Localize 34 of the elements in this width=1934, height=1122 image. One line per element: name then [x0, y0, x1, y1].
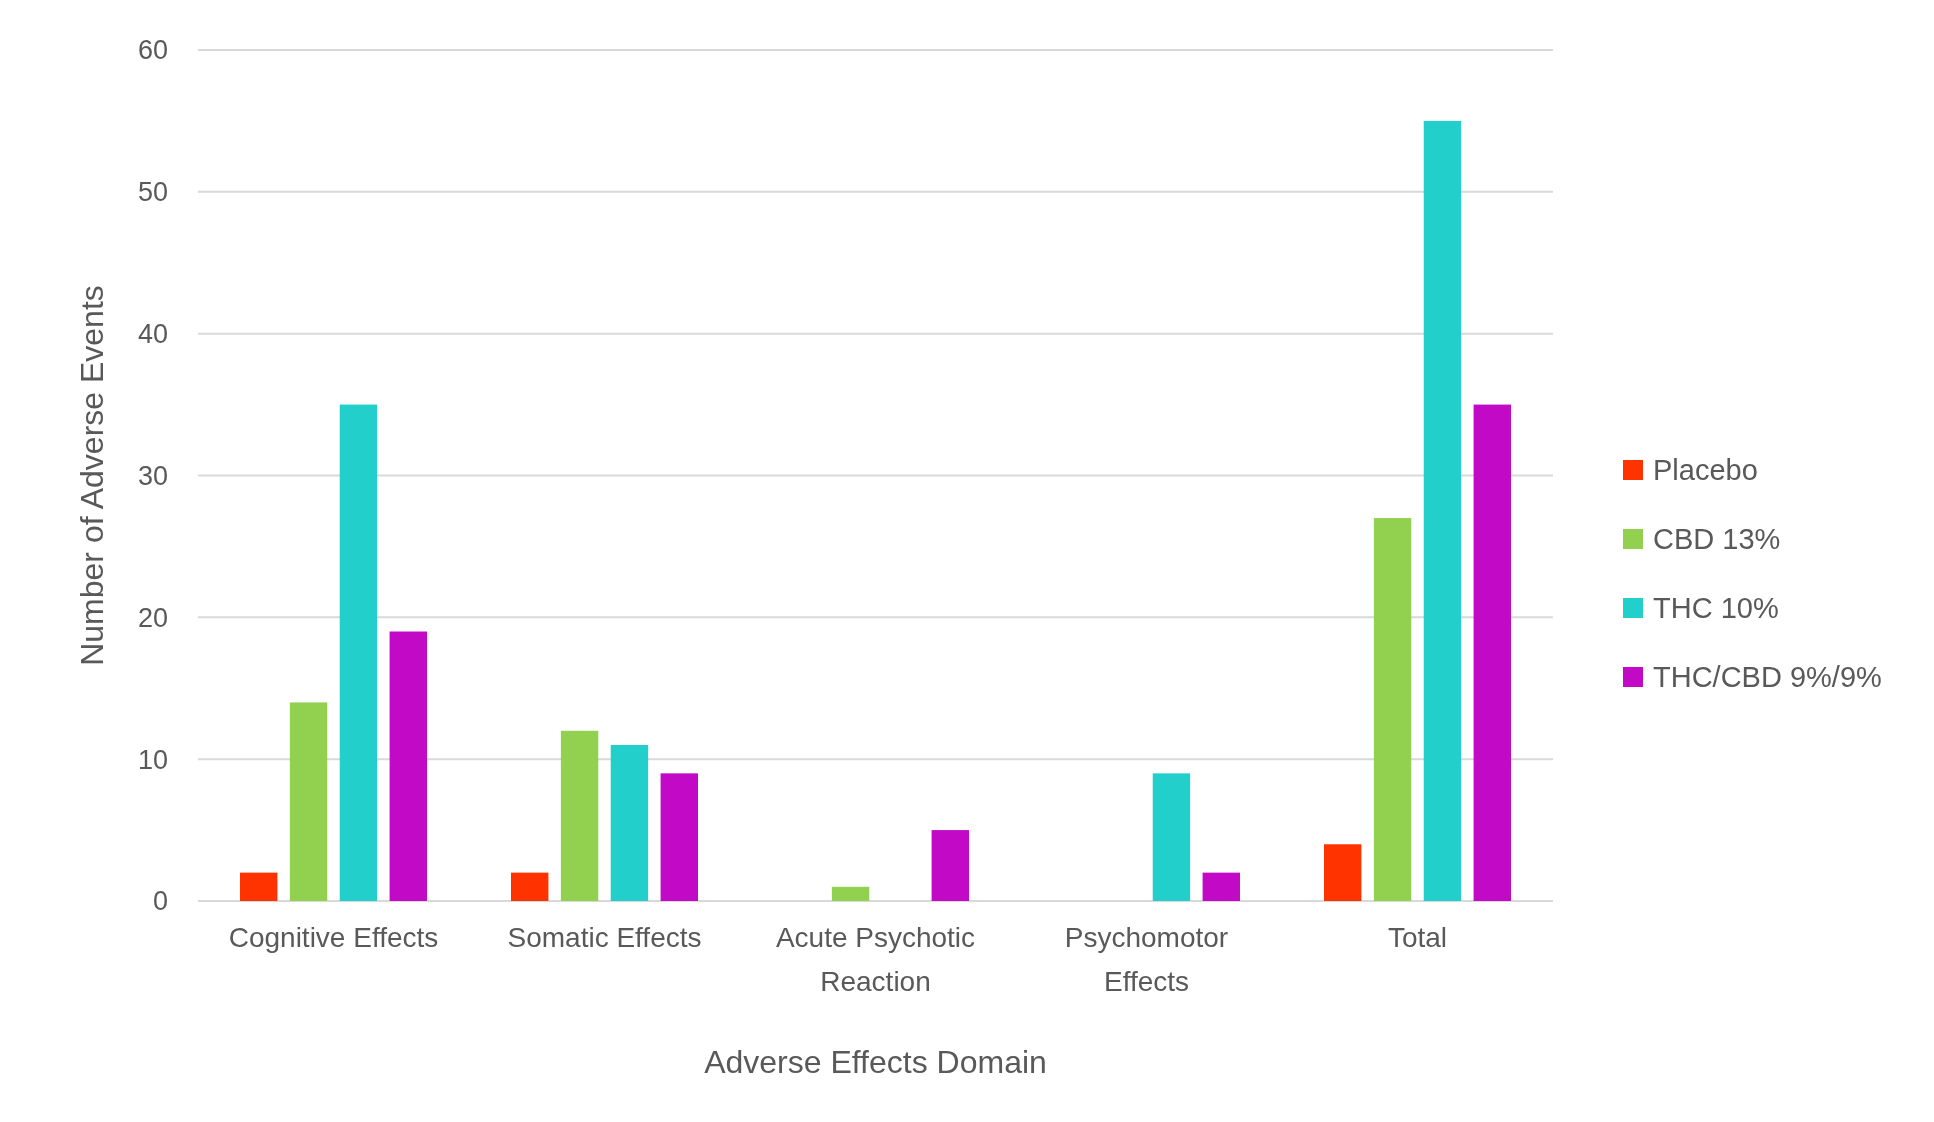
x-tick-label: Psychomotor Effects	[1064, 922, 1229, 997]
bar	[511, 872, 549, 901]
legend-label: THC 10%	[1653, 592, 1779, 625]
bar	[610, 744, 649, 901]
x-axis-title: Adverse Effects Domain	[704, 1044, 1047, 1080]
x-tick-label: Cognitive Effects	[228, 922, 439, 953]
x-tick-label: Somatic Effects	[507, 922, 702, 953]
bar	[931, 830, 969, 901]
y-tick-label: 30	[137, 460, 168, 491]
y-tick-label: 0	[152, 886, 168, 917]
bar	[1473, 404, 1511, 901]
bar	[1202, 872, 1240, 901]
bar	[389, 631, 427, 901]
bar	[1423, 120, 1462, 901]
y-tick-label: 50	[137, 177, 168, 208]
bar	[660, 773, 698, 901]
bar	[289, 702, 328, 901]
legend-label: CBD 13%	[1653, 523, 1781, 556]
legend-label: THC/CBD 9%/9%	[1653, 661, 1882, 694]
x-tick-label: Total	[1387, 922, 1448, 953]
bar	[1324, 844, 1362, 901]
y-tick-label: 10	[137, 744, 168, 775]
x-tick-label: Acute Psychotic Reaction	[775, 922, 976, 997]
y-tick-label: 40	[137, 319, 168, 350]
legend-label: Placebo	[1653, 454, 1758, 487]
bar	[560, 730, 599, 901]
bar	[1373, 518, 1412, 901]
bar	[1152, 773, 1191, 901]
y-tick-label: 20	[137, 602, 168, 633]
y-axis-title: Number of Adverse Events	[74, 285, 110, 666]
bar	[240, 872, 278, 901]
bar	[339, 404, 378, 901]
bar	[831, 886, 870, 901]
y-tick-label: 60	[137, 35, 168, 66]
